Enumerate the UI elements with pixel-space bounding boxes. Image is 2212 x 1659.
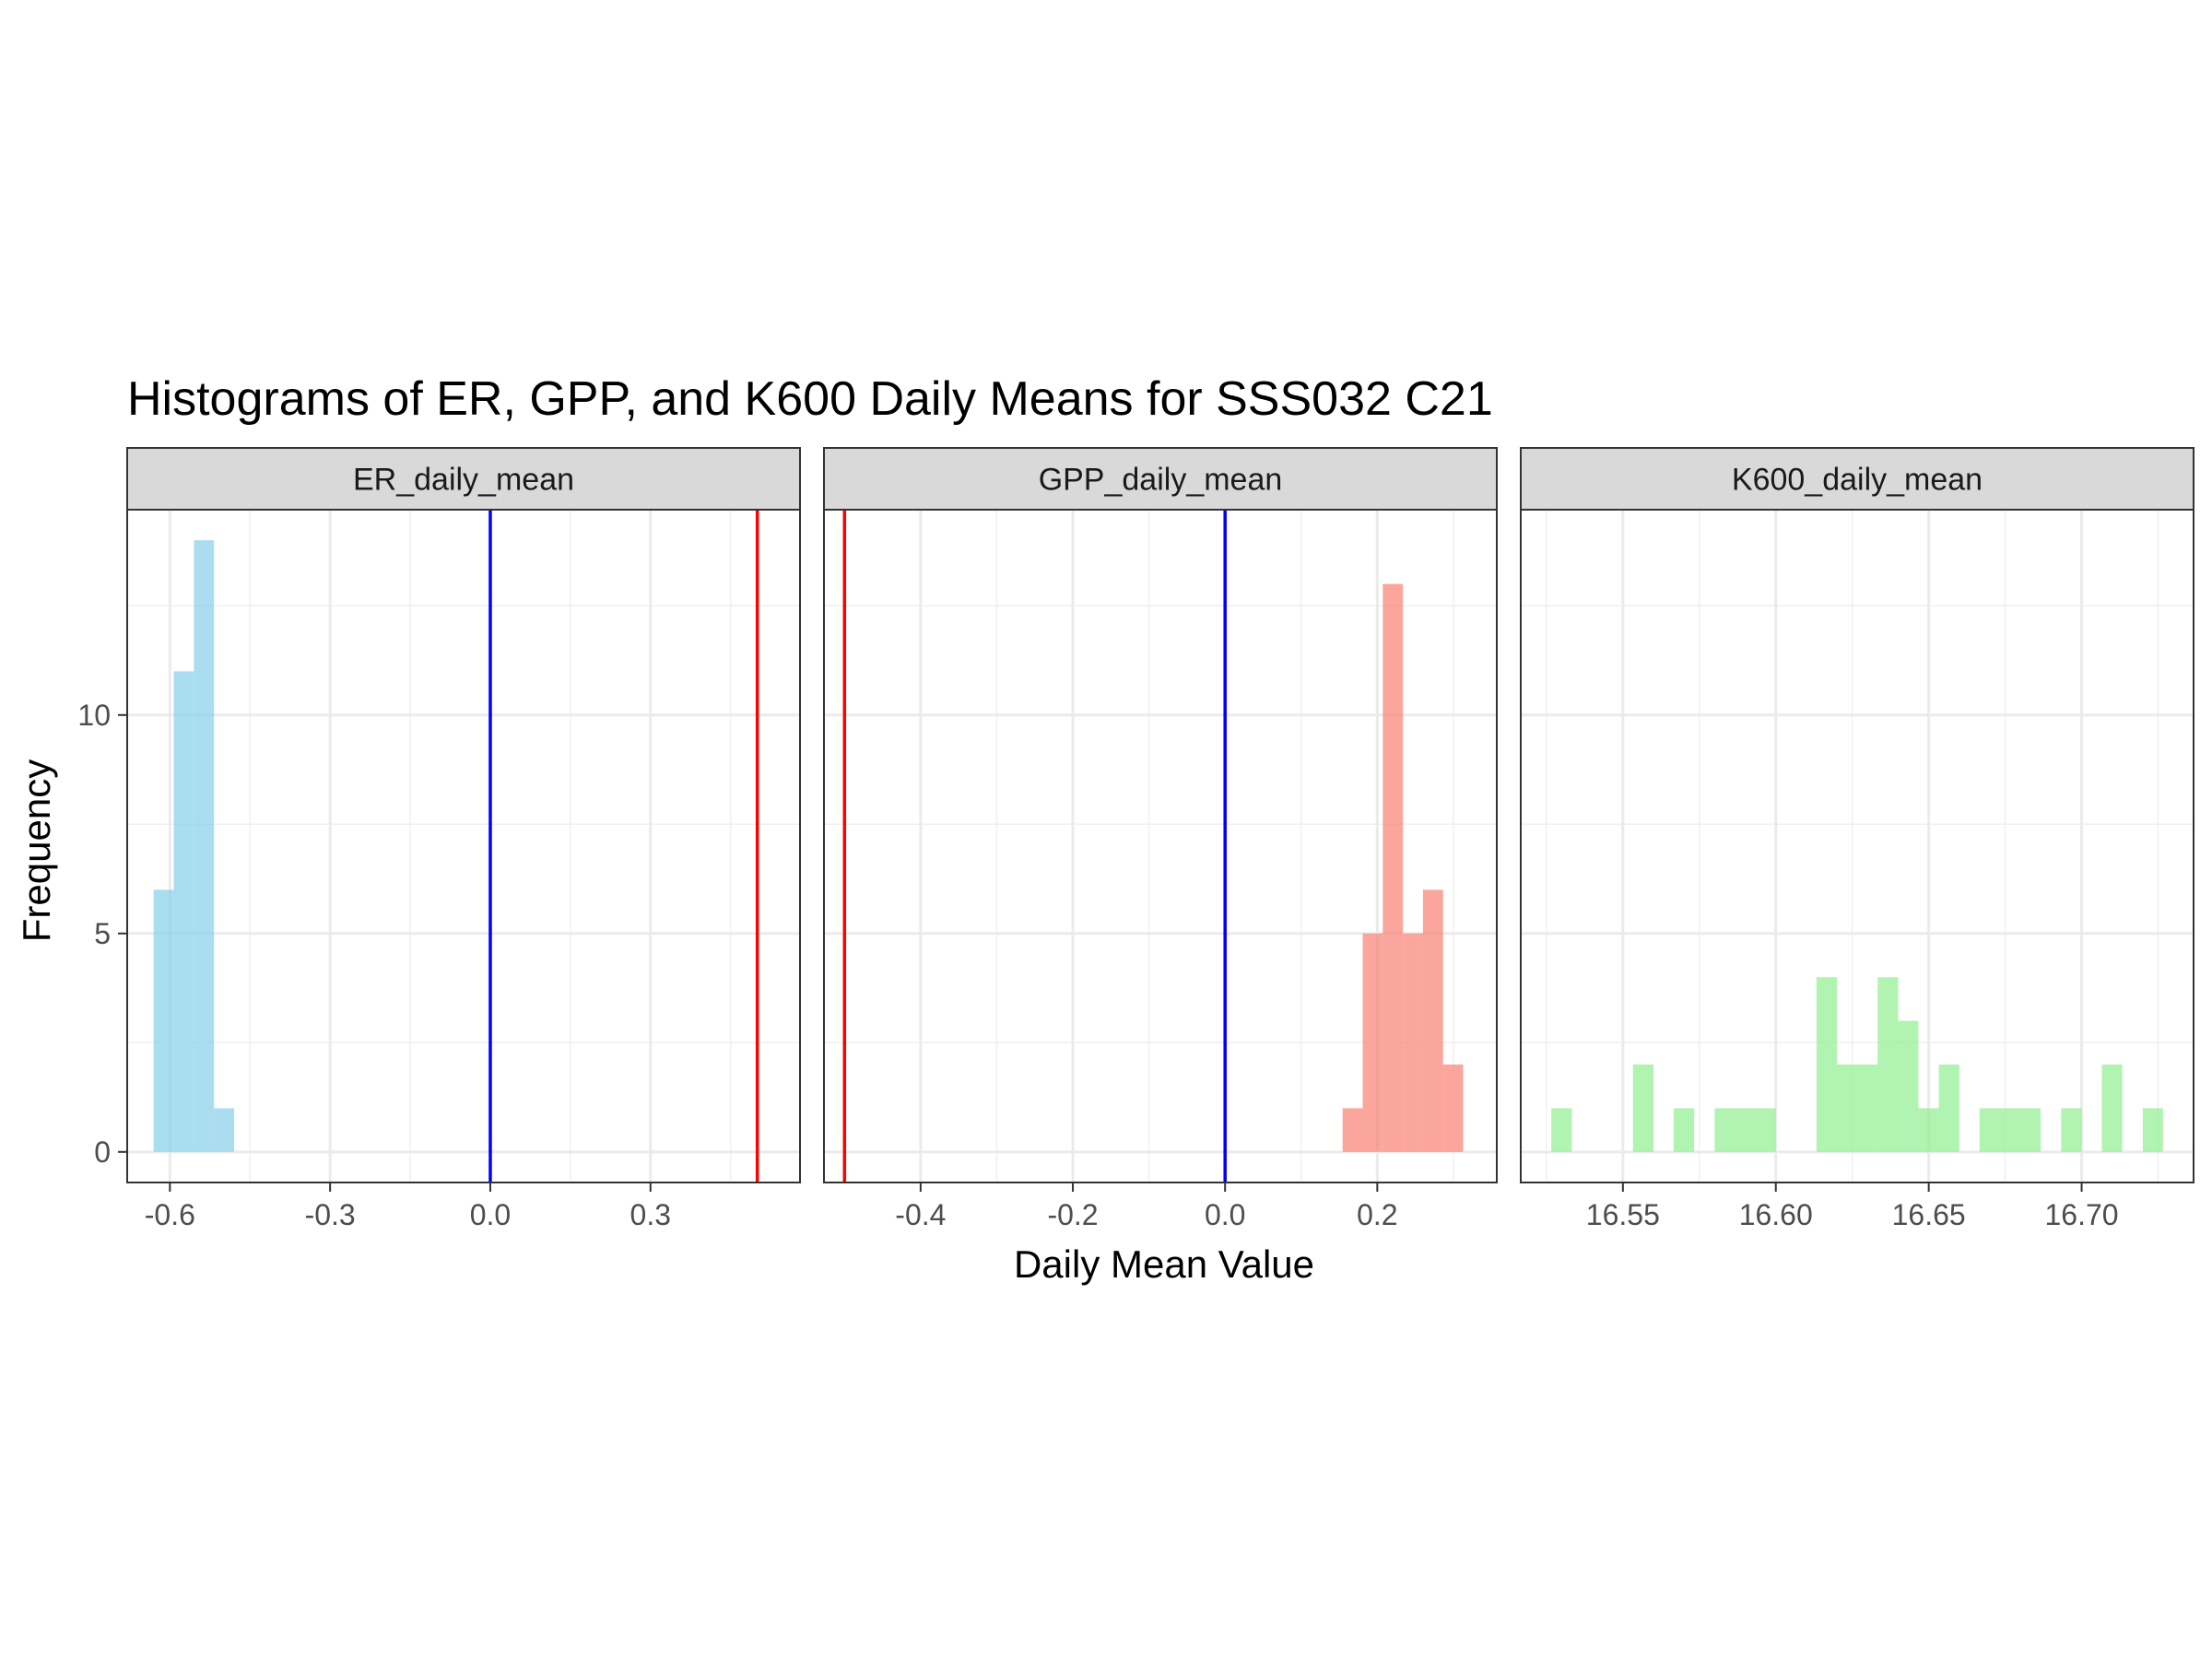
panel-K600_daily_mean: K600_daily_mean 16.55 16.60 16.65 16.70 [1520,447,2194,1231]
y-tick-label: 5 [94,917,111,950]
facet-strip-label: ER_daily_mean [353,463,574,498]
x-tick-label: -0.2 [1047,1198,1098,1231]
facet-strip-label: K600_daily_mean [1732,463,1983,498]
histogram-bar [1442,1065,1464,1152]
facet-strip [126,447,801,511]
histogram-bar [1938,1065,1959,1152]
x-tick-label: 16.55 [1586,1198,1660,1231]
histogram-bar [1551,1108,1572,1152]
facet-strip [1520,447,2194,511]
histogram-bar [1877,977,1899,1152]
x-tick-label: -0.3 [305,1198,356,1231]
histogram-bar [1898,1020,1919,1152]
x-tick-label: 0.0 [1205,1198,1245,1231]
facet-panels: ER_daily_mean -0.6 -0.3 0.0 0.3 0 5 10 GPP_daily… [77,447,2194,1231]
x-tick-label: 0.3 [630,1198,671,1231]
histogram-bar [1979,1108,2000,1152]
x-tick-label: -0.6 [145,1198,195,1231]
histogram-bar [1632,1065,1654,1152]
panel-GPP_daily_mean: GPP_daily_mean -0.4 -0.2 0.0 0.2 [823,447,1498,1231]
histogram-bar [214,1108,235,1152]
histogram-bar [1755,1108,1776,1152]
x-tick-label: 16.60 [1739,1198,1813,1231]
histogram-bar [2101,1065,2123,1152]
panel-ER_daily_mean: ER_daily_mean -0.6 -0.3 0.0 0.3 0 5 10 [77,447,801,1231]
histogram-bar [1673,1108,1695,1152]
histogram-bar [1999,1108,2021,1152]
panel-background [127,510,800,1182]
histogram-bar [1857,1065,1878,1152]
histogram-bar [1714,1108,1735,1152]
histogram-bar [1837,1065,1857,1152]
x-axis-title: Daily Mean Value [1014,1242,1314,1286]
chart-title: Histograms of ER, GPP, and K600 Daily Me… [127,372,1493,426]
x-tick-label: 16.65 [1892,1198,1966,1231]
y-axis-title: Frequency [15,759,58,942]
x-tick-label: 0.2 [1357,1198,1397,1231]
histogram-bar [173,671,194,1152]
histogram-bar [1362,933,1383,1152]
histogram-bar [2142,1108,2163,1152]
x-tick-label: -0.4 [895,1198,946,1231]
histogram-bar [194,540,215,1152]
histogram-bar [1422,889,1443,1152]
histogram-bar [2020,1108,2041,1152]
facet-strip-label: GPP_daily_mean [1039,463,1283,498]
y-tick-label: 0 [94,1135,111,1169]
histogram-bar [2061,1108,2082,1152]
histogram-bar [1918,1108,1939,1152]
histogram-bar [1735,1108,1756,1152]
histogram-bar [1342,1108,1363,1152]
histogram-bar [1403,933,1423,1152]
histogram-bar [153,889,174,1152]
y-tick-label: 10 [77,699,111,732]
histogram-bar [1382,583,1404,1152]
x-tick-label: 16.70 [2045,1198,2119,1231]
histogram-bar [1816,977,1838,1152]
x-tick-label: 0.0 [470,1198,511,1231]
facet-strip [823,447,1498,511]
